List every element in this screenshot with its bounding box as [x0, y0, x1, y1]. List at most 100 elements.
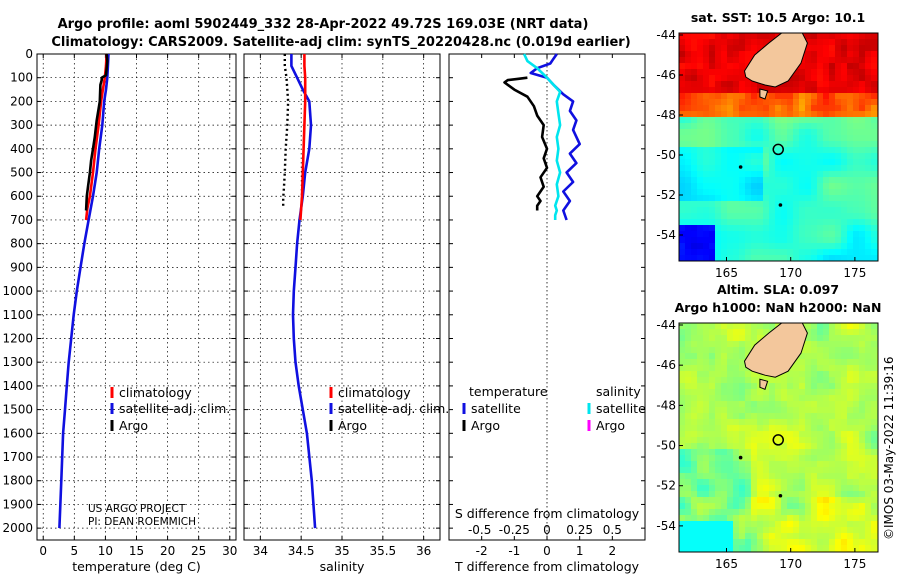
- map-cell: [871, 401, 878, 408]
- map-cell: [871, 141, 878, 148]
- map-cell: [847, 159, 854, 166]
- map-cell: [697, 39, 704, 46]
- map-cell: [763, 99, 770, 106]
- map-cell: [679, 45, 686, 52]
- y-tick-label: 200: [10, 94, 33, 108]
- map-cell: [703, 207, 710, 214]
- map-cell: [757, 117, 764, 124]
- map-cell: [739, 147, 746, 154]
- map-cell: [751, 237, 758, 244]
- map-cell: [781, 533, 788, 540]
- map-cell: [721, 473, 728, 480]
- map-cell: [739, 177, 746, 184]
- map-cell: [691, 219, 698, 226]
- map-cell: [733, 237, 740, 244]
- map-cell: [817, 255, 824, 262]
- map-cell: [865, 201, 872, 208]
- map-cell: [763, 105, 770, 112]
- map-cell: [775, 479, 782, 486]
- map-cell: [709, 189, 716, 196]
- map-cell: [817, 117, 824, 124]
- map-cell: [757, 195, 764, 202]
- map-cell: [703, 57, 710, 64]
- map-cell: [691, 195, 698, 202]
- map-cell: [859, 353, 866, 360]
- map-cell: [769, 515, 776, 522]
- x-tick-label: 2: [609, 544, 617, 558]
- map-cell: [703, 533, 710, 540]
- map-cell: [733, 219, 740, 226]
- map-cell: [745, 521, 752, 528]
- map-cell: [703, 473, 710, 480]
- map-cell: [745, 413, 752, 420]
- map-cell: [757, 255, 764, 262]
- map-cell: [679, 225, 686, 232]
- map-cell: [799, 371, 806, 378]
- map-cell: [781, 383, 788, 390]
- map-cell: [853, 225, 860, 232]
- map-cell: [739, 213, 746, 220]
- map-cell: [745, 183, 752, 190]
- map-cell: [799, 353, 806, 360]
- map-cell: [841, 419, 848, 426]
- map-cell: [733, 243, 740, 250]
- map-cell: [793, 461, 800, 468]
- map-cell: [769, 93, 776, 100]
- map-cell: [799, 231, 806, 238]
- map-cell: [727, 201, 734, 208]
- map-cell: [691, 509, 698, 516]
- map-cell: [829, 39, 836, 46]
- map-cell: [703, 135, 710, 142]
- map-cell: [835, 201, 842, 208]
- map-cell: [751, 413, 758, 420]
- map-cell: [799, 165, 806, 172]
- map-cell: [757, 81, 764, 88]
- map-cell: [829, 515, 836, 522]
- map-cell: [697, 123, 704, 130]
- map-cell: [709, 45, 716, 52]
- map-cell: [823, 479, 830, 486]
- map-cell: [775, 219, 782, 226]
- map-cell: [685, 533, 692, 540]
- map-cell: [691, 335, 698, 342]
- map-cell: [871, 45, 878, 52]
- x-tick-label: 30: [222, 544, 237, 558]
- map-cell: [739, 129, 746, 136]
- map-cell: [769, 479, 776, 486]
- map-cell: [829, 249, 836, 256]
- map-cell: [799, 443, 806, 450]
- series-line-satellite-adj-clim-: [58, 53, 110, 529]
- sst-map: 165 170 175-44-46-48-50-52-54: [656, 28, 879, 280]
- map-cell: [679, 171, 686, 178]
- map-cell: [721, 147, 728, 154]
- map-cell: [799, 225, 806, 232]
- map-cell: [811, 437, 818, 444]
- map-cell: [739, 111, 746, 118]
- map-cell: [835, 449, 842, 456]
- map-cell: [805, 341, 812, 348]
- map-cell: [733, 371, 740, 378]
- map-cell: [847, 467, 854, 474]
- map-cell: [763, 243, 770, 250]
- map-cell: [769, 201, 776, 208]
- map-cell: [811, 75, 818, 82]
- map-cell: [799, 533, 806, 540]
- map-cell: [679, 111, 686, 118]
- map-cell: [805, 111, 812, 118]
- map-cell: [727, 377, 734, 384]
- map-cell: [781, 171, 788, 178]
- map-cell: [805, 153, 812, 160]
- map-cell: [865, 491, 872, 498]
- map-cell: [739, 123, 746, 130]
- map-cell: [829, 485, 836, 492]
- y-tick-label: 1000: [2, 284, 33, 298]
- map-cell: [859, 407, 866, 414]
- map-cell: [811, 63, 818, 70]
- map-cell: [817, 509, 824, 516]
- map-cell: [739, 503, 746, 510]
- map-cell: [841, 353, 848, 360]
- map-cell: [823, 99, 830, 106]
- map-cell: [865, 87, 872, 94]
- map-cell: [829, 51, 836, 58]
- map-cell: [703, 231, 710, 238]
